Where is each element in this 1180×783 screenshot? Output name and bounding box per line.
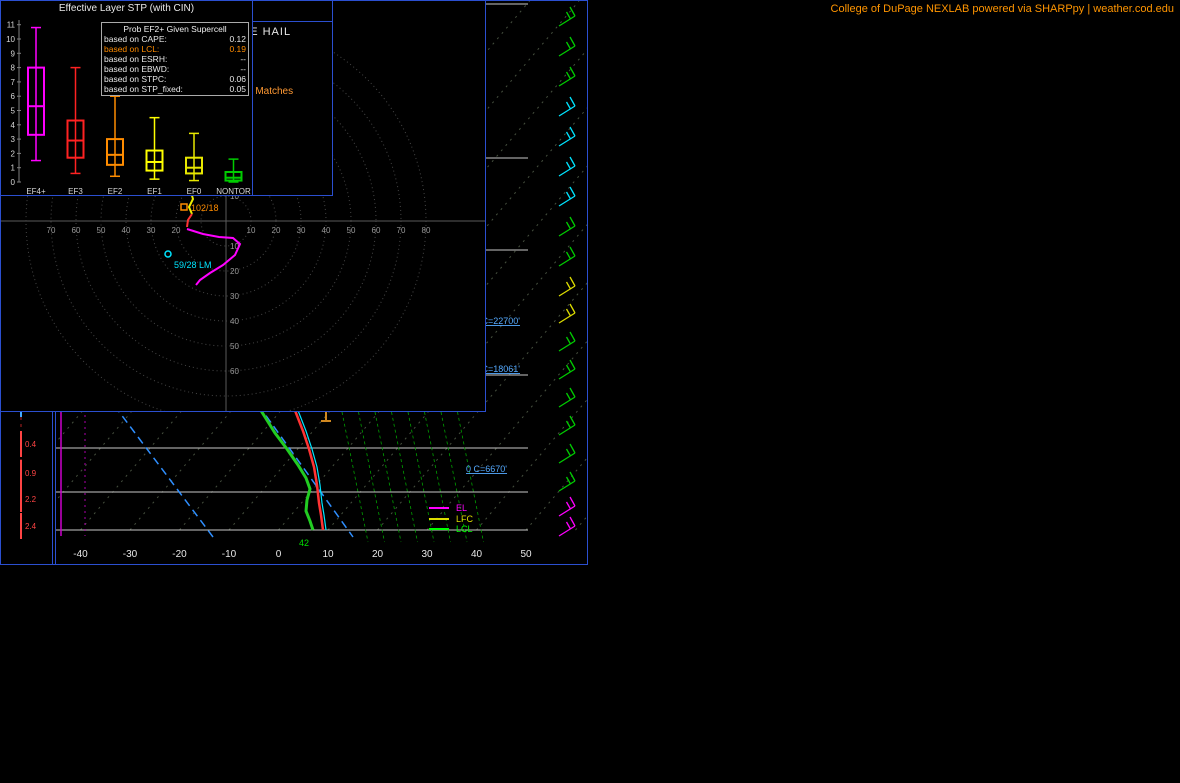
svg-text:80: 80 [422, 226, 431, 235]
stp-box: Effective Layer STP (with CIN) 0 1 2 3 4 5 6 7 8… [0, 0, 253, 196]
svg-text:0 C=6670': 0 C=6670' [466, 464, 507, 474]
svg-text:2.2: 2.2 [25, 495, 37, 504]
svg-text:0: 0 [276, 549, 282, 560]
prob-ef2-box: Prob EF2+ Given Supercell based on CAPE:… [101, 22, 249, 96]
svg-text:EF2: EF2 [108, 187, 123, 196]
svg-text:-20: -20 [172, 549, 187, 560]
svg-text:50: 50 [347, 226, 356, 235]
svg-text:40: 40 [230, 317, 239, 326]
svg-text:30: 30 [147, 226, 156, 235]
svg-text:2.4: 2.4 [25, 522, 37, 531]
svg-text:50: 50 [230, 342, 239, 351]
svg-text:70: 70 [47, 226, 56, 235]
svg-text:7: 7 [11, 78, 16, 87]
svg-text:6: 6 [11, 92, 16, 101]
stp-title: Effective Layer STP (with CIN) [58, 3, 195, 14]
svg-text:8: 8 [11, 64, 16, 73]
svg-text:20: 20 [230, 267, 239, 276]
svg-text:LCL: LCL [456, 524, 473, 534]
branding-text: College of DuPage NEXLAB powered via SHA… [830, 3, 1174, 15]
svg-text:EF4+: EF4+ [26, 187, 46, 196]
svg-text:20: 20 [272, 226, 281, 235]
svg-text:EF3: EF3 [68, 187, 83, 196]
svg-text:10: 10 [230, 192, 239, 201]
prob-ef2-title: Prob EF2+ Given Supercell [123, 24, 227, 34]
svg-text:-10: -10 [222, 549, 237, 560]
prob-ef2-rows: based on CAPE: 0.12 based on LCL: 0.19 based… [104, 34, 246, 94]
svg-text:30: 30 [421, 549, 433, 560]
svg-text:2: 2 [11, 149, 16, 158]
svg-text:EF0: EF0 [187, 187, 202, 196]
prob-ef2-row: based on LCL: 0.19 [104, 44, 246, 54]
svg-text:9: 9 [11, 49, 16, 58]
svg-text:10: 10 [322, 549, 334, 560]
svg-text:10: 10 [6, 35, 15, 44]
svg-text:4: 4 [11, 121, 16, 130]
svg-text:40: 40 [471, 549, 483, 560]
svg-text:-40: -40 [73, 549, 88, 560]
svg-text:LFC: LFC [456, 514, 474, 524]
svg-text:60: 60 [230, 367, 239, 376]
svg-text:11: 11 [7, 21, 16, 30]
svg-text:NONTOR: NONTOR [216, 187, 251, 196]
svg-text:-30 C=22700': -30 C=22700' [466, 316, 520, 326]
svg-text:60: 60 [72, 226, 81, 235]
svg-text:0: 0 [11, 178, 16, 187]
svg-text:40: 40 [322, 226, 331, 235]
svg-text:42: 42 [299, 538, 309, 548]
svg-text:59/28 LM: 59/28 LM [174, 260, 212, 270]
svg-text:1: 1 [11, 164, 16, 173]
svg-text:EL: EL [456, 503, 467, 513]
svg-text:-30: -30 [123, 549, 138, 560]
svg-text:20: 20 [372, 549, 384, 560]
svg-text:10: 10 [230, 242, 239, 251]
prob-ef2-row: based on STP_fixed: 0.05 [104, 84, 246, 94]
svg-text:102/18: 102/18 [191, 203, 219, 213]
prob-ef2-row: based on STPC: 0.06 [104, 74, 246, 84]
svg-text:60: 60 [372, 226, 381, 235]
svg-text:50: 50 [97, 226, 106, 235]
prob-ef2-row: based on CAPE: 0.12 [104, 34, 246, 44]
svg-text:40: 40 [122, 226, 131, 235]
svg-text:3: 3 [11, 135, 16, 144]
svg-text:30: 30 [297, 226, 306, 235]
svg-text:10: 10 [247, 226, 256, 235]
svg-text:70: 70 [397, 226, 406, 235]
svg-text:5: 5 [11, 107, 16, 116]
svg-text:0.4: 0.4 [25, 440, 37, 449]
svg-text:EF1: EF1 [147, 187, 162, 196]
stp-boxplot-chart: 0 1 2 3 4 5 6 7 8 9 10 11 EF4+ EF3 EF2 EF1 EF0 NONTOR [6, 20, 251, 196]
prob-ef2-row: based on EBWD: -- [104, 64, 246, 74]
svg-text:0.9: 0.9 [25, 469, 37, 478]
svg-text:-20 C=18061': -20 C=18061' [466, 364, 520, 374]
prob-ef2-row: based on ESRH: -- [104, 54, 246, 64]
svg-text:20: 20 [172, 226, 181, 235]
svg-text:50: 50 [520, 549, 532, 560]
svg-text:30: 30 [230, 292, 239, 301]
